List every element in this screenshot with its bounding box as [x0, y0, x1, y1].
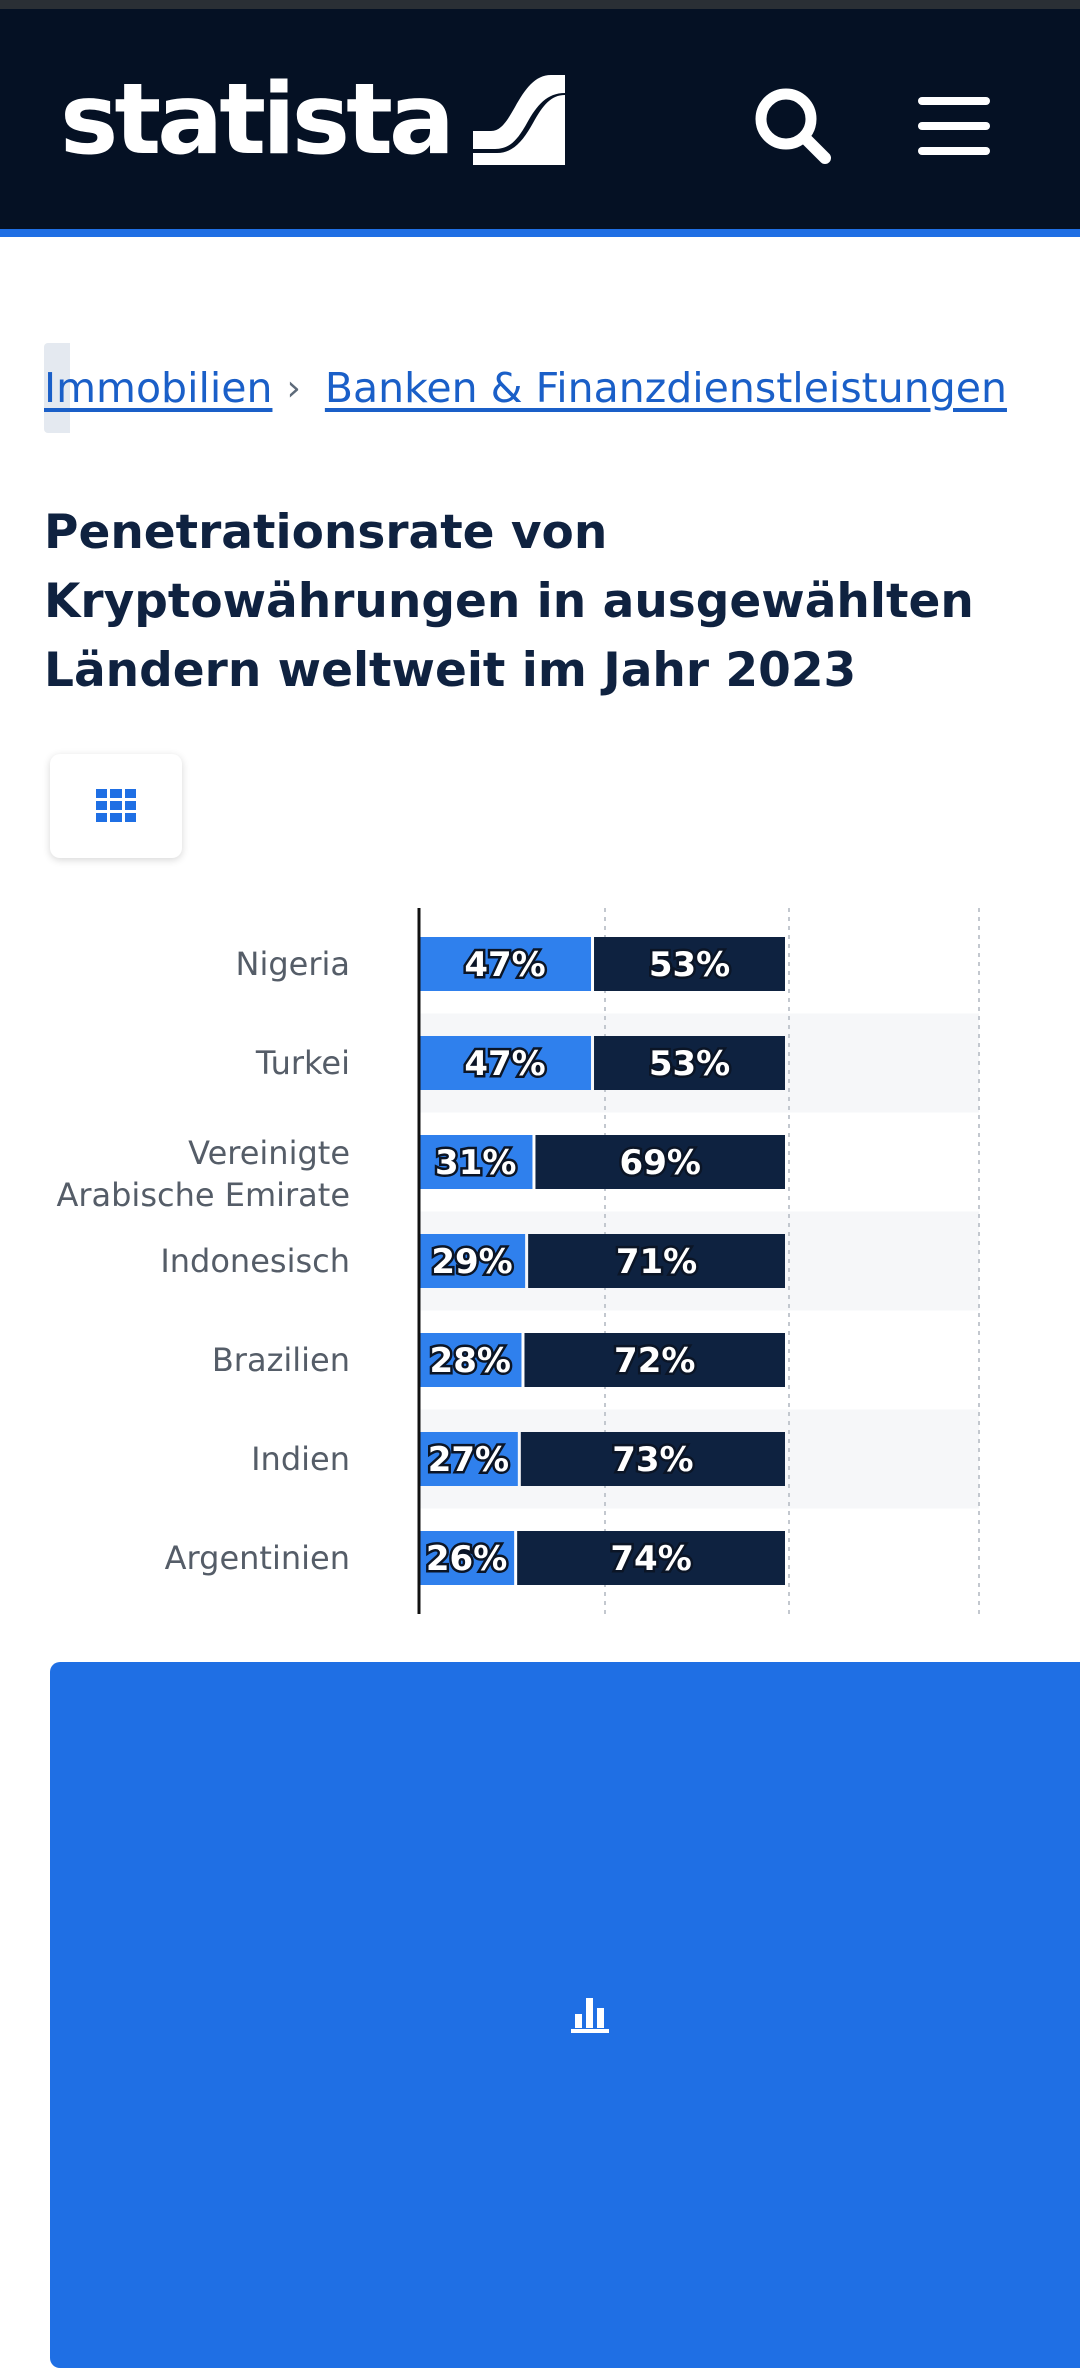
breadcrumb-focus-marker — [44, 343, 70, 433]
breadcrumb: Immobilien › Banken & Finanzdienstleistu… — [44, 343, 1007, 433]
bar-value-label: 74% — [610, 1539, 691, 1579]
category-label: Indien — [251, 1440, 350, 1478]
breadcrumb-link-immobilien[interactable]: Immobilien — [44, 364, 273, 412]
category-label: Indonesisch — [160, 1242, 350, 1280]
grid-table-icon — [96, 789, 136, 822]
bar-segment — [535, 1135, 785, 1189]
bar-value-label: 73% — [612, 1440, 693, 1480]
category-label: Nigeria — [236, 945, 350, 983]
chart-canvas: 47% 53% Nigeria 47% 53% Turkei 31% 69% Vereinigt… — [56, 908, 980, 1614]
table-view-button[interactable] — [50, 754, 182, 858]
bar-value-label: 31% — [435, 1143, 516, 1183]
category-label: Turkei — [255, 1044, 350, 1082]
bar-value-label: 29% — [431, 1242, 512, 1282]
bar-segment — [419, 1135, 533, 1189]
bar-segment — [419, 937, 592, 991]
bar-segment — [517, 1531, 785, 1585]
crypto-penetration-chart: 47% 53% Nigeria 47% 53% Turkei 31% 69% Vereinigt… — [0, 908, 1080, 1614]
bar-value-label: 27% — [428, 1440, 509, 1480]
breadcrumb-link-banken[interactable]: Banken & Finanzdienstleistungen — [324, 364, 1007, 412]
bar-segment — [419, 1432, 518, 1486]
menu-icon — [918, 97, 990, 155]
view-toggle — [50, 754, 1080, 2368]
bar-segment — [594, 1036, 785, 1090]
site-header: statista — [0, 9, 1080, 229]
breadcrumb-separator: › — [286, 367, 301, 409]
bar-value-label: 53% — [649, 945, 730, 985]
bar-value-label: 69% — [620, 1143, 701, 1183]
bar-value-label: 72% — [614, 1341, 695, 1381]
statista-logo[interactable]: statista — [60, 63, 566, 177]
status-bar-edge — [0, 0, 1080, 9]
bar-segment — [524, 1333, 785, 1387]
bar-segment — [520, 1432, 785, 1486]
bar-value-label: 71% — [616, 1242, 697, 1282]
search-button[interactable] — [752, 85, 834, 167]
category-label: Brazilien — [212, 1341, 350, 1379]
bar-segment — [528, 1234, 785, 1288]
bar-segment — [419, 1234, 526, 1288]
bar-segment — [419, 1531, 515, 1585]
bar-value-label: 47% — [464, 1044, 545, 1084]
bar-value-label: 26% — [426, 1539, 507, 1579]
logo-text: statista — [60, 63, 455, 177]
category-label: Vereinigte Arabische Emirate — [56, 1134, 350, 1214]
bar-value-label: 28% — [430, 1341, 511, 1381]
bar-segment — [419, 1036, 592, 1090]
page-title: Penetrationsrate von Kryptowährungen in … — [44, 505, 974, 698]
category-label: Argentinien — [165, 1539, 350, 1577]
bar-segment — [419, 1333, 522, 1387]
menu-button[interactable] — [916, 93, 992, 159]
header-accent-stripe — [0, 229, 1080, 237]
search-icon — [755, 88, 831, 164]
chart-view-button[interactable] — [50, 1662, 1080, 2368]
bar-value-label: 53% — [649, 1044, 730, 1084]
bar-value-label: 47% — [464, 945, 545, 985]
bar-chart-icon — [571, 1998, 609, 2033]
statista-logo-mark-icon — [473, 75, 566, 165]
bar-segment — [594, 937, 785, 991]
